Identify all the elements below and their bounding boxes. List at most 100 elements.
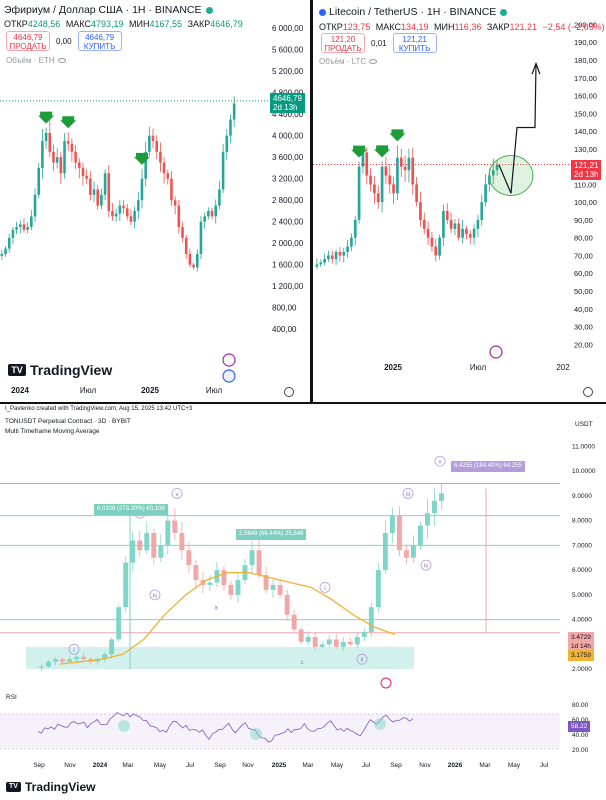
candle xyxy=(396,515,402,551)
rsi-divergence-marker xyxy=(374,718,386,730)
rsi-tick-label: 80.00 xyxy=(572,702,589,709)
x-tick-label: Nov xyxy=(64,762,76,769)
candle xyxy=(118,205,122,214)
settings-gear-icon[interactable] xyxy=(284,387,294,397)
wave-label-circle xyxy=(420,559,432,571)
y-tick-label: 6 000,00 xyxy=(272,24,304,33)
candle xyxy=(116,607,122,640)
y-tick-label: 130,00 xyxy=(574,145,597,154)
candle xyxy=(445,211,449,220)
x-tick-label: May xyxy=(508,762,521,769)
candle xyxy=(484,184,487,203)
candle xyxy=(59,157,63,174)
x-tick-label: Июл xyxy=(206,386,223,395)
projection-arrowhead-icon xyxy=(531,61,541,75)
candle xyxy=(184,237,188,254)
x-tick-label: Jul xyxy=(186,762,195,769)
candle xyxy=(172,520,178,533)
signal-arrow-icon xyxy=(351,145,368,158)
candle xyxy=(353,219,357,238)
sell-button[interactable]: 4646,79 ПРОДАТЬ xyxy=(6,31,50,51)
x-tick-label: May xyxy=(331,762,344,769)
wave-label: c xyxy=(300,659,304,666)
y-tick-label: 2 800,00 xyxy=(272,196,304,205)
y-tick-label: 7.0000 xyxy=(572,542,592,549)
candle xyxy=(170,178,173,201)
wave-label-circle xyxy=(68,643,80,655)
y-tick-label: 1 600,00 xyxy=(272,261,304,270)
candle xyxy=(361,152,365,167)
candle xyxy=(67,659,73,662)
candle xyxy=(434,246,438,256)
candle xyxy=(55,157,59,163)
flag-icon xyxy=(222,369,236,383)
y-tick-label: 5 200,00 xyxy=(272,67,304,76)
candle xyxy=(338,251,342,256)
candle xyxy=(319,644,325,647)
candle xyxy=(214,205,218,217)
eye-icon[interactable] xyxy=(369,59,378,65)
y-tick-label: 50,00 xyxy=(574,287,593,296)
signal-arrow-icon xyxy=(389,129,406,142)
eth-price-tag: 4646,79 2d 13h xyxy=(270,93,305,113)
settings-gear-icon[interactable] xyxy=(583,387,593,397)
x-tick-label: Mar xyxy=(302,762,314,769)
candle xyxy=(235,580,241,595)
panel-divider-horizontal xyxy=(0,402,606,404)
y-tick-label: 4 400,00 xyxy=(272,110,304,119)
y-tick-label: 9.0000 xyxy=(572,493,592,500)
ton-candlestick-chart: 2.00003.00004.00005.00006.00007.00008.00… xyxy=(0,443,596,769)
buy-button[interactable]: 121,21 КУПИТЬ xyxy=(392,33,437,53)
candle xyxy=(384,166,388,176)
candle xyxy=(375,570,381,608)
candle xyxy=(426,228,430,238)
tradingview-mark-icon: TV xyxy=(8,364,26,376)
candle xyxy=(333,639,339,647)
x-tick-label: 202 xyxy=(556,363,570,372)
candle xyxy=(30,216,33,228)
candle xyxy=(179,532,185,551)
target-zone-circle xyxy=(488,155,534,197)
candle xyxy=(392,184,395,194)
candle xyxy=(319,262,323,265)
candle xyxy=(403,166,407,171)
candle xyxy=(107,173,111,211)
sell-button[interactable]: 121,20 ПРОДАТЬ xyxy=(321,33,365,53)
candle xyxy=(173,200,177,206)
candle xyxy=(221,570,227,585)
y-tick-label: 1 200,00 xyxy=(272,282,304,291)
candle xyxy=(159,151,162,163)
y-tick-label: 100,00 xyxy=(574,198,597,207)
attribution-text: I_Pavlenko created with TradingView.com,… xyxy=(5,406,193,412)
candle xyxy=(166,173,170,179)
x-tick-label: Июл xyxy=(80,386,97,395)
rsi-band xyxy=(0,714,560,749)
candle xyxy=(199,221,203,254)
candle xyxy=(439,493,444,501)
candle xyxy=(95,659,101,662)
candle xyxy=(60,659,66,662)
y-tick-label: 6.0000 xyxy=(572,567,592,574)
candle xyxy=(453,223,457,229)
candle xyxy=(39,666,44,668)
candle xyxy=(123,562,129,608)
candle xyxy=(129,216,133,222)
buy-button[interactable]: 4646,79 КУПИТЬ xyxy=(77,31,122,51)
spread-value: 0,01 xyxy=(371,38,387,48)
eth-trade-widget: 4646,79 ПРОДАТЬ 0,00 4646,79 КУПИТЬ xyxy=(6,31,122,51)
candle xyxy=(0,253,4,256)
candle xyxy=(4,248,7,254)
eye-icon[interactable] xyxy=(57,58,66,64)
tradingview-logo: TV TradingView xyxy=(8,362,112,378)
candle xyxy=(417,525,423,546)
candle xyxy=(66,141,70,144)
candle xyxy=(312,636,318,647)
x-tick-label: Mar xyxy=(479,762,491,769)
candle xyxy=(46,661,51,667)
candle xyxy=(415,184,418,203)
candle xyxy=(432,500,437,514)
x-tick-label: Jul xyxy=(362,762,371,769)
candle xyxy=(77,162,81,168)
candle xyxy=(165,520,171,546)
candle xyxy=(37,167,41,195)
